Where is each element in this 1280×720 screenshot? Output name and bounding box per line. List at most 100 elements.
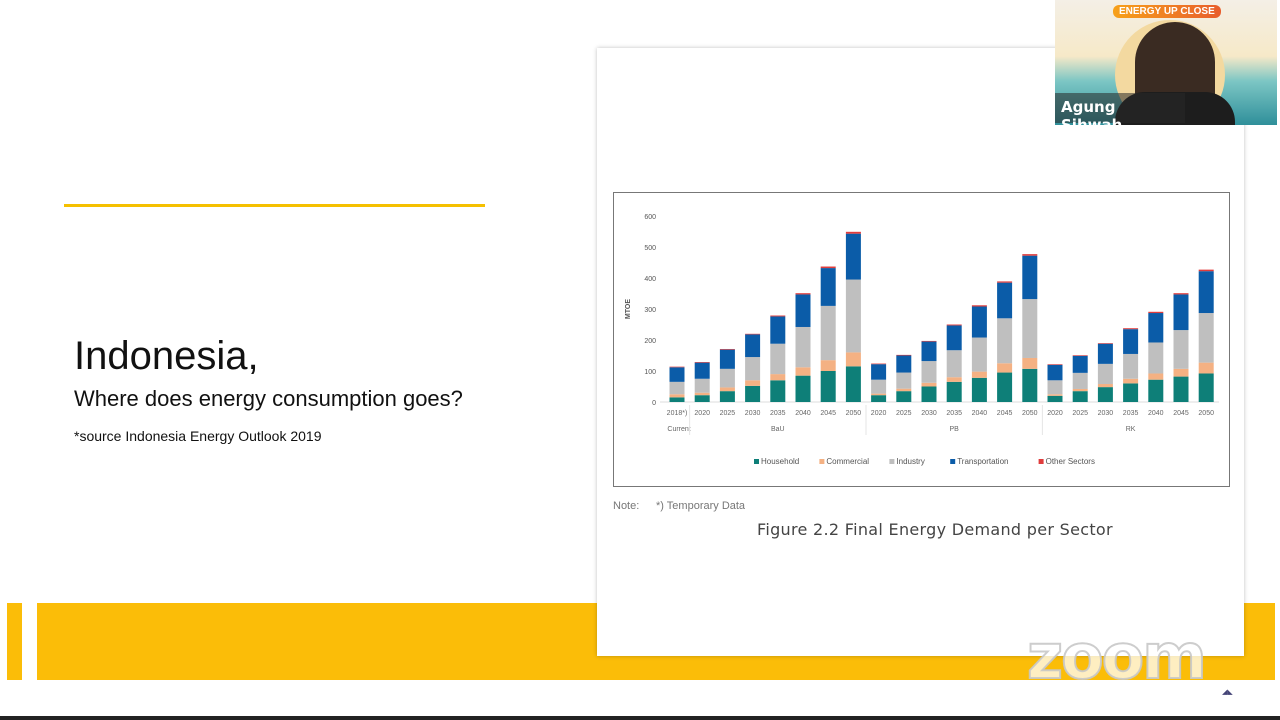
bar-segment-commercial	[997, 363, 1013, 373]
bar-segment-household	[1148, 379, 1164, 402]
accent-line	[64, 204, 485, 207]
bar-segment-commercial	[1022, 357, 1038, 369]
bar-segment-transportation	[1148, 313, 1164, 343]
group-label: RK	[1126, 426, 1136, 433]
bar-segment-industry	[921, 361, 937, 383]
legend-label: Commercial	[826, 457, 869, 466]
x-tick-label: 2025	[720, 410, 736, 417]
bar-segment-other-sectors	[1022, 254, 1038, 256]
bar-segment-industry	[795, 326, 811, 368]
bar-segment-household	[694, 395, 710, 402]
bar-segment-other-sectors	[719, 348, 735, 350]
bar-segment-transportation	[1022, 255, 1038, 300]
participant-video[interactable]: ENERGY UP CLOSE Agung Sihwah...	[1055, 0, 1277, 125]
bar-segment-transportation	[1047, 364, 1063, 381]
bar-segment-other-sectors	[997, 281, 1013, 283]
y-tick-label: 200	[644, 338, 656, 345]
bar-segment-industry	[946, 350, 962, 378]
bar-segment-household	[820, 371, 836, 402]
bar-segment-other-sectors	[946, 324, 962, 326]
bar-segment-transportation	[1123, 329, 1139, 354]
bar-segment-transportation	[1173, 294, 1189, 331]
legend-label: Other Sectors	[1046, 457, 1095, 466]
bar-segment-other-sectors	[1072, 355, 1088, 356]
group-label: BaU	[771, 426, 785, 433]
bar-segment-commercial	[1198, 362, 1214, 374]
bar-segment-household	[770, 380, 786, 402]
x-tick-label: 2025	[1072, 410, 1088, 417]
bar-segment-industry	[1148, 342, 1164, 374]
legend-swatch	[1038, 459, 1044, 464]
bar-segment-transportation	[896, 355, 912, 373]
bar-segment-other-sectors	[1047, 364, 1063, 365]
bar-segment-industry	[1047, 380, 1063, 395]
x-tick-label: 2025	[896, 410, 912, 417]
legend-swatch	[754, 459, 759, 464]
bar-segment-transportation	[719, 349, 735, 369]
bar-segment-commercial	[694, 392, 710, 396]
note-label: Note:	[613, 500, 640, 512]
x-tick-label: 2020	[1047, 410, 1063, 417]
bar-segment-household	[669, 397, 685, 402]
bar-segment-household	[871, 395, 887, 402]
bar-segment-commercial	[896, 388, 912, 392]
bar-segment-transportation	[795, 294, 811, 327]
participant-name: Agung Sihwah...	[1055, 93, 1185, 125]
bar-segment-commercial	[1148, 373, 1164, 380]
legend-label: Industry	[896, 457, 924, 466]
bar-segment-transportation	[921, 341, 937, 362]
bar-segment-industry	[1097, 363, 1113, 385]
bar-segment-household	[946, 381, 962, 402]
y-tick-label: 0	[652, 400, 656, 407]
y-tick-label: 300	[644, 307, 656, 314]
bar-segment-other-sectors	[745, 333, 761, 335]
bar-segment-household	[795, 375, 811, 402]
bar-segment-transportation	[871, 364, 887, 380]
legend-swatch	[819, 459, 825, 464]
bar-segment-industry	[971, 337, 987, 372]
bar-segment-other-sectors	[1198, 269, 1214, 272]
bar-segment-industry	[1072, 372, 1088, 389]
bar-segment-household	[997, 372, 1013, 402]
group-label: PB	[950, 426, 960, 433]
x-tick-label: 2030	[921, 410, 937, 417]
bar-segment-industry	[1022, 299, 1038, 358]
y-tick-label: 100	[644, 369, 656, 376]
bar-segment-other-sectors	[1173, 293, 1189, 295]
x-tick-label: 2040	[972, 410, 988, 417]
slide-title: Indonesia,	[74, 334, 259, 378]
x-tick-label: 2018*)	[667, 410, 688, 417]
bar-segment-transportation	[845, 233, 861, 280]
energy-demand-chart: 0 100 200 300 400 500 600 MTOE 2018*) 2020 2025 203…	[625, 214, 1219, 466]
bar-segment-household	[1022, 368, 1038, 402]
bar-segment-commercial	[1173, 368, 1189, 377]
bar-segment-household	[1097, 387, 1113, 402]
bar-segment-transportation	[745, 334, 761, 358]
bar-segment-other-sectors	[694, 362, 710, 363]
bar-segment-transportation	[820, 268, 836, 306]
bar-segment-transportation	[694, 362, 710, 379]
y-tick-label: 400	[644, 276, 656, 283]
bar-segment-commercial	[921, 382, 937, 387]
bar-segment-transportation	[669, 367, 685, 382]
bottom-edge	[0, 716, 1280, 720]
bar-segment-other-sectors	[1097, 343, 1113, 344]
sponsor-logo: ◢◣	[1222, 689, 1233, 696]
x-tick-label: 2040	[795, 410, 811, 417]
y-axis-label: MTOE	[625, 299, 632, 319]
bar-segment-commercial	[795, 367, 811, 376]
bar-segment-other-sectors	[845, 231, 861, 234]
x-tick-label: 2035	[1123, 410, 1139, 417]
legend-label: Transportation	[957, 457, 1008, 466]
bar-segment-industry	[669, 381, 685, 395]
bar-segment-household	[1123, 383, 1139, 402]
bar-segment-household	[1047, 395, 1063, 402]
x-tick-label: 2035	[946, 410, 962, 417]
bar-segment-commercial	[845, 352, 861, 367]
bar-segment-household	[745, 385, 761, 402]
bar-segment-transportation	[1097, 343, 1113, 364]
bar-segment-industry	[871, 379, 887, 394]
x-tick-label: 2050	[846, 410, 862, 417]
bar-segment-other-sectors	[795, 293, 811, 295]
bar-segment-industry	[1173, 330, 1189, 369]
